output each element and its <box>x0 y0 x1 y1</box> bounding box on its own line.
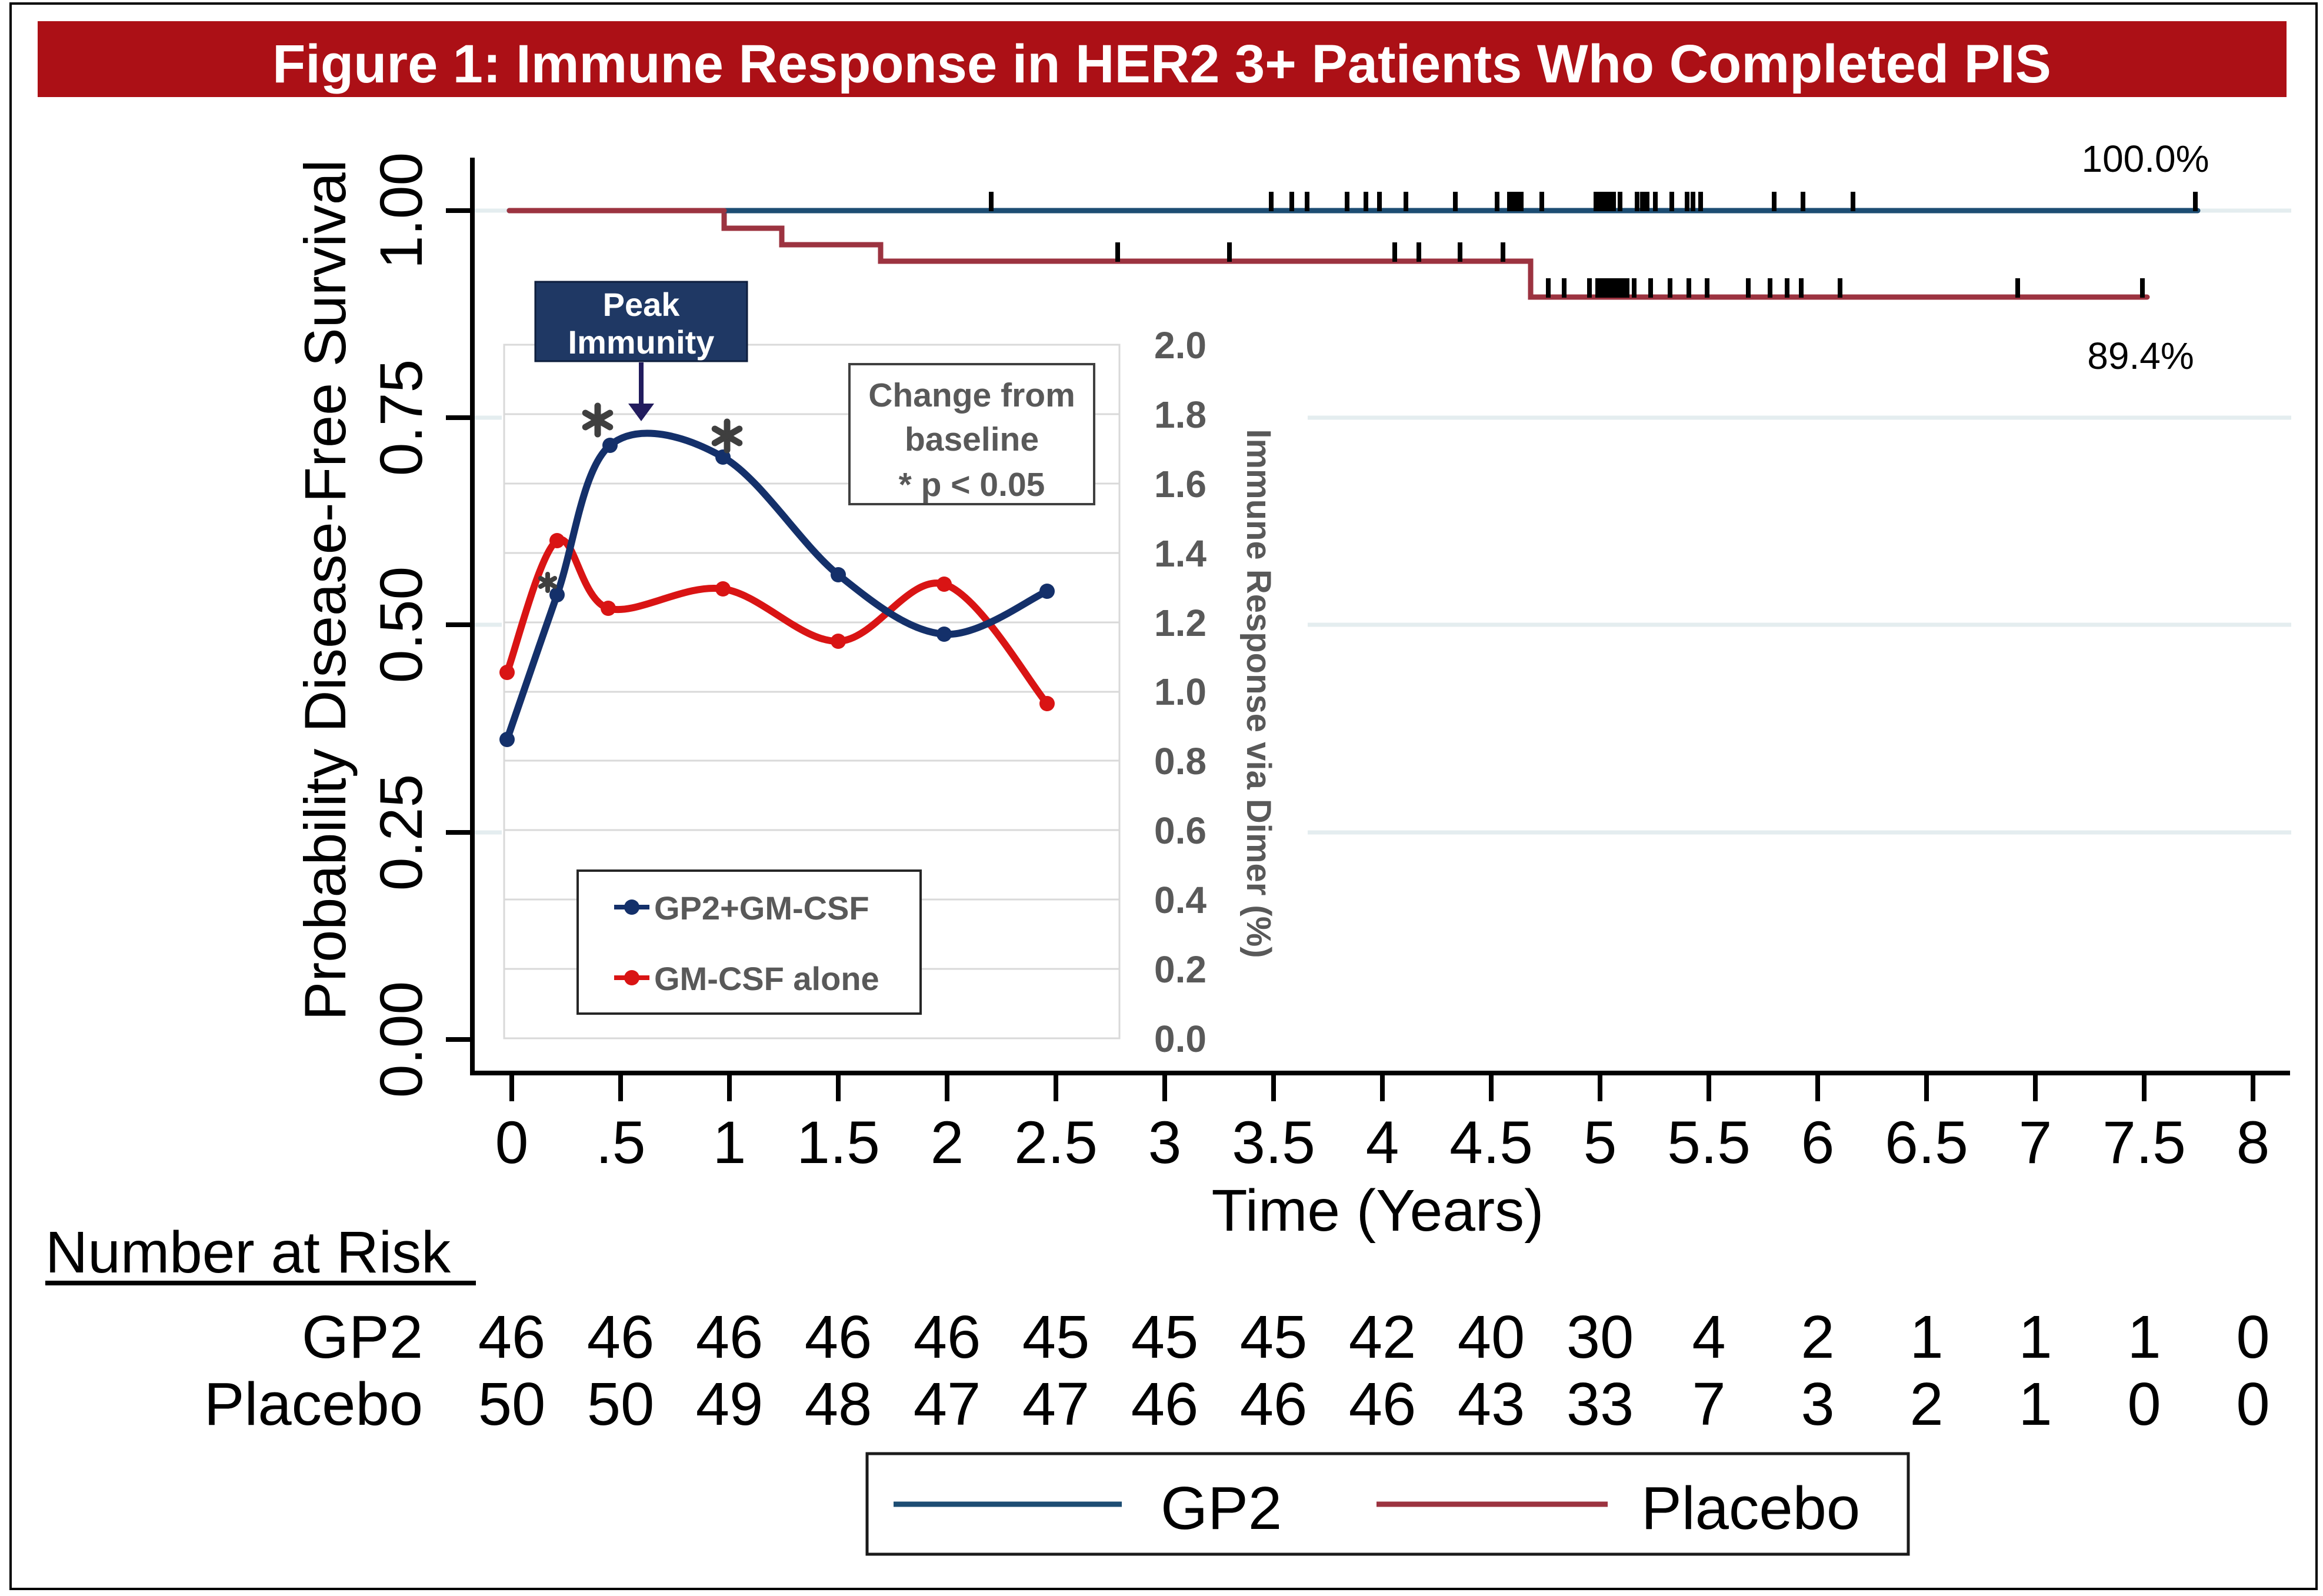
svg-text:Probability Disease-Free Survi: Probability Disease-Free Survival <box>292 159 358 1021</box>
svg-text:33: 33 <box>1567 1370 1634 1438</box>
svg-text:Placebo: Placebo <box>1641 1474 1860 1542</box>
svg-text:46: 46 <box>478 1303 546 1371</box>
svg-text:* p < 0.05: * p < 0.05 <box>899 466 1045 504</box>
svg-text:0: 0 <box>2127 1370 2161 1438</box>
svg-text:4: 4 <box>1692 1303 1725 1371</box>
svg-text:1.4: 1.4 <box>1154 532 1207 575</box>
svg-text:3: 3 <box>1148 1109 1182 1176</box>
svg-text:Number at Risk: Number at Risk <box>45 1220 451 1285</box>
svg-text:100.0%: 100.0% <box>2081 138 2209 180</box>
svg-text:1: 1 <box>2127 1303 2161 1371</box>
svg-text:5: 5 <box>1584 1109 1617 1176</box>
svg-text:0.2: 0.2 <box>1154 948 1207 991</box>
svg-text:Immune Response via Dimer (%): Immune Response via Dimer (%) <box>1239 429 1278 958</box>
svg-text:48: 48 <box>805 1370 872 1438</box>
svg-text:1: 1 <box>2018 1303 2052 1371</box>
svg-text:0.00: 0.00 <box>368 981 435 1098</box>
svg-text:2.5: 2.5 <box>1014 1109 1098 1176</box>
svg-text:3: 3 <box>1801 1370 1834 1438</box>
svg-text:46: 46 <box>914 1303 981 1371</box>
svg-text:GP2+GM-CSF: GP2+GM-CSF <box>654 889 869 927</box>
svg-text:1.6: 1.6 <box>1154 463 1207 505</box>
svg-text:Immunity: Immunity <box>568 324 715 361</box>
svg-text:7: 7 <box>1692 1370 1725 1438</box>
svg-text:0.50: 0.50 <box>368 567 435 684</box>
svg-text:45: 45 <box>1240 1303 1308 1371</box>
svg-text:43: 43 <box>1458 1370 1525 1438</box>
svg-text:Placebo: Placebo <box>204 1370 423 1438</box>
svg-text:Figure 1: Immune Response in H: Figure 1: Immune Response in HER2 3+ Pat… <box>272 34 2051 94</box>
svg-text:46: 46 <box>1349 1370 1417 1438</box>
svg-text:1: 1 <box>713 1109 746 1176</box>
svg-text:0: 0 <box>495 1109 529 1176</box>
svg-text:3.5: 3.5 <box>1232 1109 1315 1176</box>
svg-text:0.25: 0.25 <box>368 774 435 891</box>
svg-text:8: 8 <box>2237 1109 2270 1176</box>
svg-text:6.5: 6.5 <box>1885 1109 1968 1176</box>
svg-text:4: 4 <box>1366 1109 1399 1176</box>
svg-text:46: 46 <box>587 1303 655 1371</box>
svg-text:1.8: 1.8 <box>1154 394 1207 436</box>
svg-text:0: 0 <box>2236 1303 2269 1371</box>
svg-text:0.4: 0.4 <box>1154 879 1207 921</box>
svg-text:1: 1 <box>1909 1303 1943 1371</box>
svg-text:7.5: 7.5 <box>2102 1109 2186 1176</box>
svg-text:47: 47 <box>1022 1370 1090 1438</box>
svg-text:6: 6 <box>1801 1109 1835 1176</box>
svg-text:GP2: GP2 <box>302 1303 423 1371</box>
svg-text:baseline: baseline <box>905 421 1039 458</box>
svg-text:7: 7 <box>2019 1109 2052 1176</box>
svg-text:0.8: 0.8 <box>1154 740 1207 782</box>
svg-text:1.0: 1.0 <box>1154 671 1207 713</box>
svg-text:Peak: Peak <box>603 286 681 323</box>
svg-text:47: 47 <box>914 1370 981 1438</box>
svg-text:89.4%: 89.4% <box>2087 335 2194 377</box>
svg-text:30: 30 <box>1567 1303 1634 1371</box>
svg-text:40: 40 <box>1458 1303 1525 1371</box>
svg-text:46: 46 <box>696 1303 764 1371</box>
svg-text:GP2: GP2 <box>1161 1474 1282 1542</box>
svg-text:45: 45 <box>1022 1303 1090 1371</box>
svg-text:49: 49 <box>696 1370 764 1438</box>
svg-text:1.5: 1.5 <box>796 1109 880 1176</box>
svg-text:46: 46 <box>1240 1370 1308 1438</box>
svg-text:2.0: 2.0 <box>1154 324 1207 366</box>
svg-text:2: 2 <box>1801 1303 1834 1371</box>
svg-text:1.2: 1.2 <box>1154 602 1207 644</box>
svg-text:0.75: 0.75 <box>368 359 435 477</box>
svg-text:0: 0 <box>2236 1370 2269 1438</box>
svg-text:1.00: 1.00 <box>368 152 435 269</box>
svg-text:0.0: 0.0 <box>1154 1018 1207 1060</box>
svg-text:0.6: 0.6 <box>1154 809 1207 852</box>
svg-text:1: 1 <box>2018 1370 2052 1438</box>
svg-text:2: 2 <box>1909 1370 1943 1438</box>
svg-text:46: 46 <box>1131 1370 1199 1438</box>
svg-text:50: 50 <box>478 1370 546 1438</box>
svg-text:45: 45 <box>1131 1303 1199 1371</box>
svg-text:.5: .5 <box>595 1109 645 1176</box>
svg-text:Change from: Change from <box>868 376 1075 414</box>
svg-text:2: 2 <box>931 1109 964 1176</box>
svg-text:4.5: 4.5 <box>1449 1109 1533 1176</box>
svg-text:5.5: 5.5 <box>1667 1109 1751 1176</box>
svg-text:46: 46 <box>805 1303 872 1371</box>
svg-text:Time (Years): Time (Years) <box>1212 1178 1544 1244</box>
svg-text:50: 50 <box>587 1370 655 1438</box>
svg-text:GM-CSF alone: GM-CSF alone <box>654 960 879 997</box>
svg-text:42: 42 <box>1349 1303 1417 1371</box>
